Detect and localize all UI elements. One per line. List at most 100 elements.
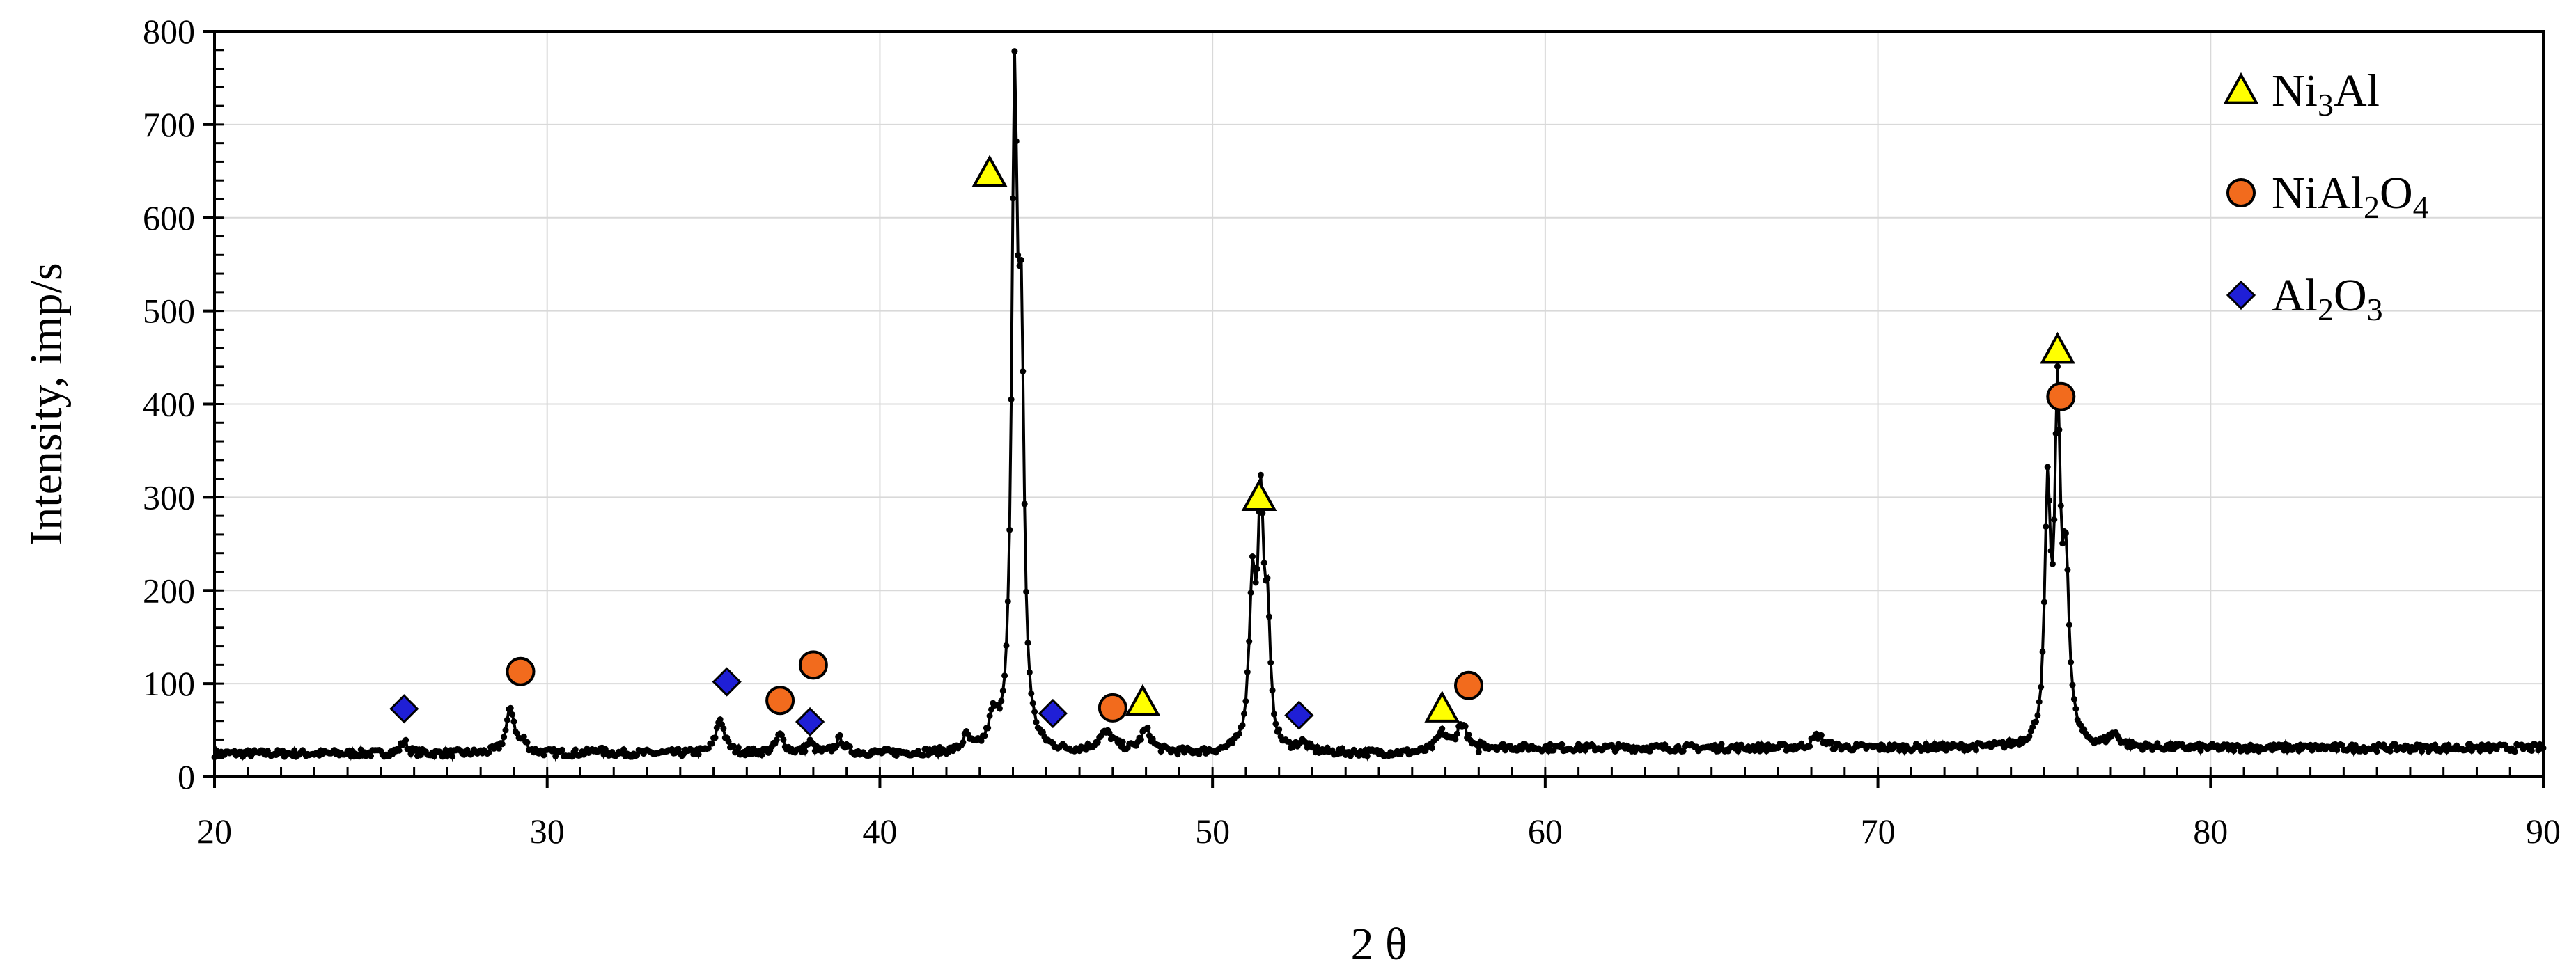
data-point [520, 733, 527, 740]
x-tick-label: 40 [862, 812, 897, 851]
data-point [2511, 748, 2518, 755]
ni3al-marker [1125, 684, 1161, 716]
data-point [1137, 736, 1144, 743]
data-point [1939, 740, 1946, 747]
data-point [2029, 724, 2036, 731]
data-point [1106, 729, 1113, 736]
data-point [2373, 748, 2380, 755]
data-point [1094, 739, 1101, 746]
data-point [2463, 746, 2470, 753]
legend-nial2o4-marker [2226, 178, 2256, 207]
data-point [2059, 540, 2066, 547]
ni3al-marker [2040, 331, 2075, 364]
data-point [1026, 669, 1033, 676]
legend-al2o3-label: Al2O3 [2272, 270, 2383, 327]
data-point [2036, 698, 2043, 705]
data-point [1428, 745, 1435, 752]
data-point [403, 736, 409, 743]
data-point [1286, 739, 1293, 745]
data-point [1241, 711, 1247, 717]
data-point [2063, 530, 2069, 537]
data-point [1422, 748, 1429, 754]
data-point [524, 739, 531, 746]
data-point [780, 736, 787, 743]
data-point [1718, 741, 1725, 748]
data-point [1023, 588, 1030, 595]
legend-label-part: O [2334, 270, 2367, 321]
data-point [1015, 252, 1022, 259]
legend-label-part: Al [2334, 65, 2380, 116]
nial2o4-marker [1453, 670, 1483, 700]
data-point [1364, 752, 1371, 759]
data-point [960, 739, 967, 746]
data-point [1452, 736, 1459, 743]
data-point [2197, 747, 2204, 754]
data-point [504, 716, 510, 723]
data-point [2038, 684, 2045, 691]
data-point [499, 741, 506, 748]
data-point [1453, 730, 1460, 737]
data-point [2039, 648, 2046, 655]
data-point [1033, 719, 1040, 726]
data-point [758, 752, 765, 759]
data-point [1235, 730, 1242, 737]
data-point [985, 725, 992, 732]
data-point [1006, 526, 1013, 533]
data-point [893, 752, 900, 759]
data-point [2528, 748, 2535, 754]
data-point [996, 705, 1003, 712]
x-axis-ticks: 20 30 40 50 60 70 80 90 [197, 777, 2561, 851]
legend-nial2o4-label: NiAl2O4 [2272, 168, 2429, 225]
data-point [981, 732, 988, 739]
x-tick-label: 50 [1195, 812, 1230, 851]
data-point [507, 704, 514, 711]
data-point [495, 745, 502, 752]
data-point [279, 747, 286, 754]
data-point [1832, 746, 1838, 752]
data-point [1923, 741, 1930, 748]
x-tick-label: 20 [197, 812, 232, 851]
nial2o4-marker [2046, 381, 2076, 411]
data-point [712, 734, 719, 741]
data-point [978, 737, 985, 744]
data-point [1559, 741, 1566, 748]
data-point [2070, 695, 2077, 702]
data-point [510, 718, 517, 725]
nial2o4-marker [765, 686, 795, 716]
data-point [1003, 642, 1010, 649]
data-point [986, 713, 993, 719]
data-point [1973, 747, 1979, 754]
x-tick-label: 70 [1861, 812, 1896, 851]
data-point [620, 746, 627, 753]
y-tick-label: 100 [143, 664, 195, 703]
y-tick-label: 600 [143, 198, 195, 237]
y-tick-label: 200 [143, 571, 195, 610]
data-point [1260, 560, 1267, 567]
data-point [1024, 640, 1031, 647]
y-tick-label: 700 [143, 105, 195, 144]
data-point [2432, 741, 2439, 748]
data-point [725, 738, 732, 745]
data-point [2056, 426, 2063, 433]
legend-label-part: Al [2272, 270, 2318, 321]
ni3al-marker [971, 155, 1008, 187]
data-point [1267, 659, 1274, 666]
legend-label-part: Ni [2272, 65, 2318, 116]
data-point [485, 749, 492, 756]
data-point [501, 734, 508, 741]
data-point [1518, 746, 1525, 753]
data-point [846, 743, 853, 750]
data-point [1010, 195, 1016, 202]
legend-label-part: 2 [2318, 292, 2334, 327]
data-point [1269, 687, 1276, 694]
x-tick-label: 60 [1528, 812, 1563, 851]
y-tick-label: 400 [143, 385, 195, 424]
data-point [950, 748, 956, 755]
data-point [1271, 711, 1277, 718]
data-point [540, 752, 547, 759]
data-point [509, 711, 516, 718]
data-point [2051, 516, 2058, 523]
y-axis-ticks: 0 100 200 300 400 500 600 700 800 [143, 12, 214, 796]
data-point [890, 747, 896, 754]
